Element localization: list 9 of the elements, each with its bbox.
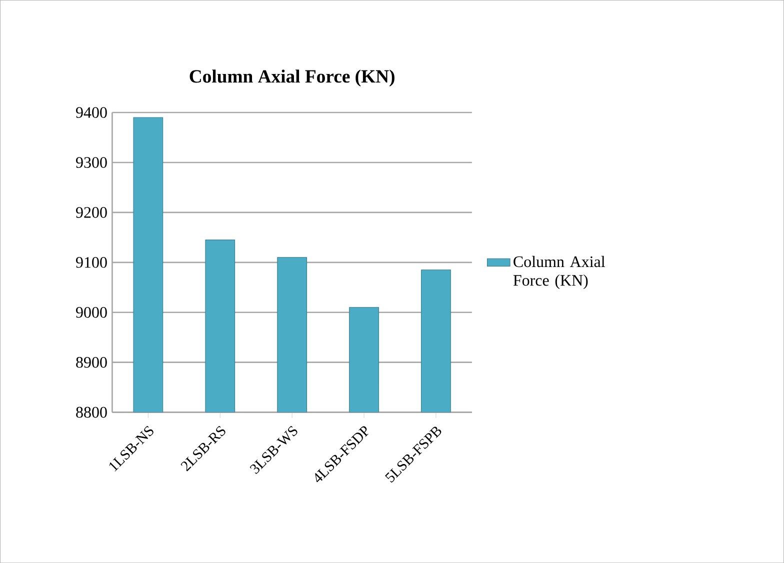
y-tick-label: 9000: [76, 306, 107, 318]
y-tick-label: 9400: [76, 107, 107, 118]
chart-title: Column Axial Force (KN): [190, 70, 394, 86]
y-tick-label: 9200: [76, 206, 107, 218]
y-tick-label: 9100: [76, 256, 107, 268]
y-tick-label: 8800: [76, 406, 107, 418]
y-tick-label: 9300: [76, 157, 107, 168]
legend-label: Column Axial Force (KN): [513, 256, 605, 289]
y-tick-label: 8900: [76, 356, 107, 368]
